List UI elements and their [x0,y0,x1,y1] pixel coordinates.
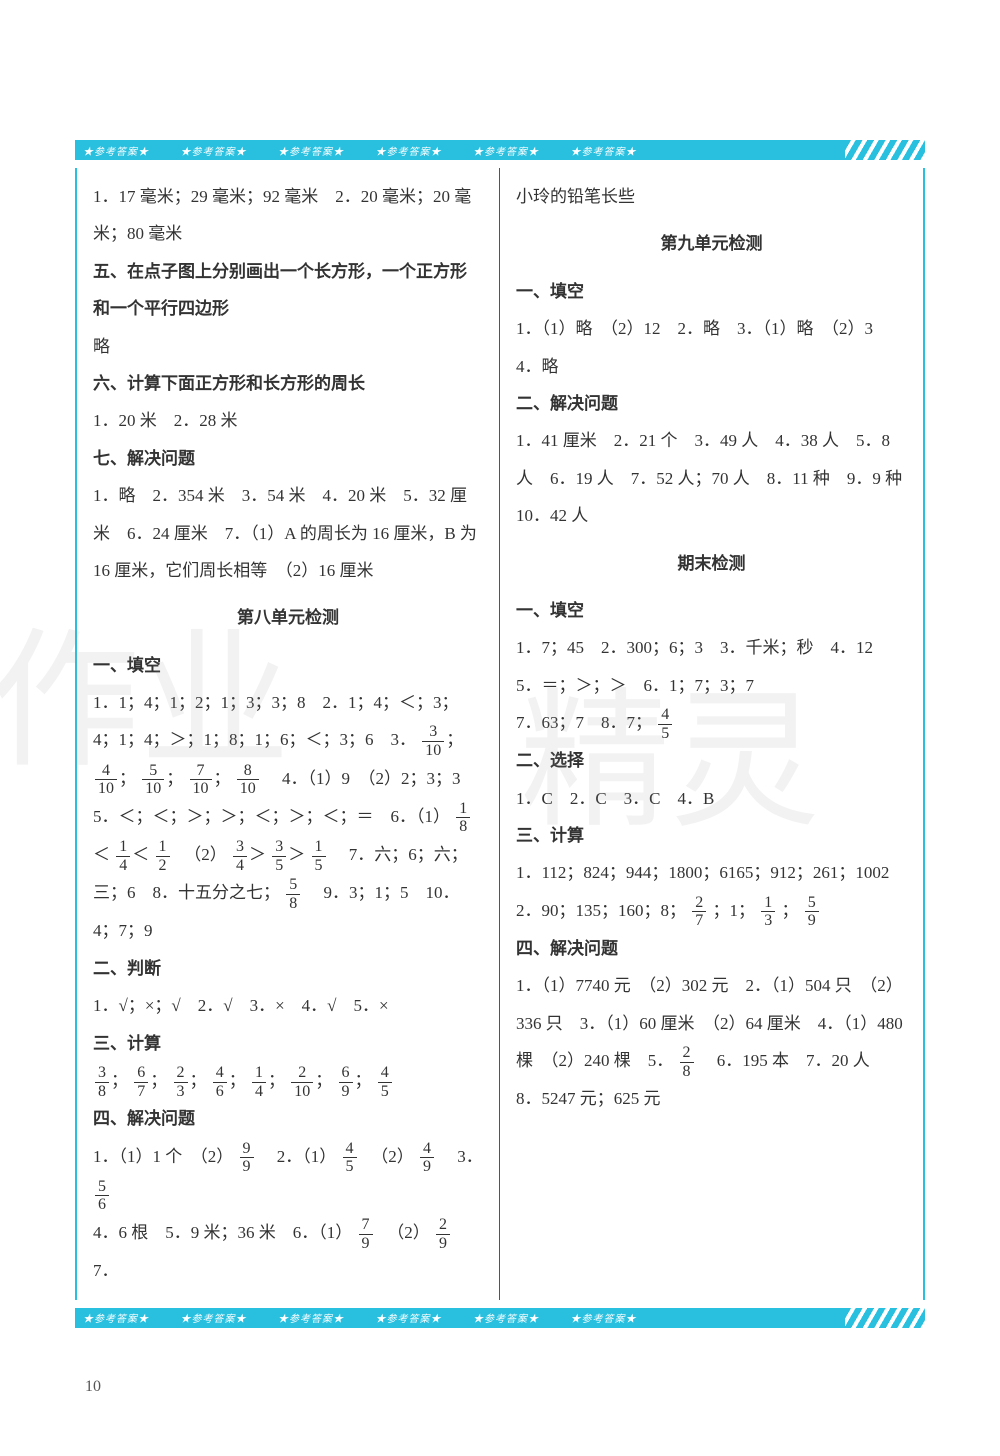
banner-labels: ★参考答案★ ★参考答案★ ★参考答案★ ★参考答案★ ★参考答案★ ★参考答案… [75,1310,637,1325]
fraction: 12 [156,838,170,874]
text-block: 1．7；45 2．300；6；3 3．千米；秒 4．12 5．＝；＞；＞ 6．1… [516,629,907,704]
fraction: 49 [420,1140,434,1176]
fraction: 45 [343,1140,357,1176]
section-heading: 一、填空 [516,273,907,310]
fraction: 58 [286,876,300,912]
section-heading: 七、解决问题 [93,440,483,477]
text-block: 1．（1）7740 元 （2）302 元 2．（1）504 只 （2）336 只… [516,967,907,1117]
fraction: 59 [805,894,819,930]
section-heading: 四、解决问题 [93,1100,483,1137]
bottom-banner: ★参考答案★ ★参考答案★ ★参考答案★ ★参考答案★ ★参考答案★ ★参考答案… [75,1308,925,1328]
unit-title: 期末检测 [516,545,907,582]
text-block: 7．63；7 8．7； 45 [516,704,907,742]
fraction: 510 [142,762,164,798]
text-block: 1．（1）1 个 （2） 99 2．（1） 45 （2） 49 3． 56 [93,1138,483,1214]
section-heading: 一、填空 [93,647,483,684]
fraction: 13 [761,894,775,930]
banner-labels: ★参考答案★ ★参考答案★ ★参考答案★ ★参考答案★ ★参考答案★ ★参考答案… [75,143,637,158]
section-heading: 三、计算 [93,1025,483,1062]
fraction: 310 [422,723,444,759]
fraction: 79 [359,1216,373,1252]
fraction: 210 [291,1064,313,1100]
fraction: 56 [95,1178,109,1214]
fraction: 710 [190,762,212,798]
fraction: 27 [692,894,706,930]
section-heading: 二、选择 [516,742,907,779]
fraction: 34 [233,838,247,874]
fraction: 28 [680,1044,694,1080]
section-heading: 四、解决问题 [516,930,907,967]
unit-title: 第八单元检测 [93,599,483,636]
fraction: 46 [213,1064,227,1100]
fraction: 18 [456,800,470,836]
text-block: 略 [93,328,483,365]
text-block: 38； 67； 23； 46； 14； 210； 69； 45 [93,1062,483,1100]
banner-stripes-icon [845,140,925,160]
fraction: 410 [95,762,117,798]
fraction: 69 [339,1064,353,1100]
fraction: 810 [237,762,259,798]
text-block: 1．20 米 2．28 米 [93,402,483,439]
text-block: 1．（1）略 （2）12 2．略 3．（1）略 （2）3 4．略 [516,310,907,385]
fraction: 29 [436,1216,450,1252]
text-block: 1．略 2．354 米 3．54 米 4．20 米 5．32 厘米 6．24 厘… [93,477,483,589]
section-heading: 五、在点子图上分别画出一个长方形，一个正方形和一个平行四边形 [93,253,483,328]
text-block: 1．√；×；√ 2．√ 3．× 4．√ 5．× [93,987,483,1024]
fraction: 38 [95,1064,109,1100]
fraction: 14 [116,838,130,874]
banner-stripes-icon [845,1308,925,1328]
section-heading: 六、计算下面正方形和长方形的周长 [93,365,483,402]
fraction: 45 [378,1064,392,1100]
text-block: 1．17 毫米；29 毫米；92 毫米 2．20 毫米；20 毫米；80 毫米 [93,178,483,253]
section-heading: 二、判断 [93,950,483,987]
fraction: 23 [174,1064,188,1100]
fraction: 45 [658,706,672,742]
fraction: 14 [252,1064,266,1100]
text-block: 1．41 厘米 2．21 个 3．49 人 4．38 人 5．8 人 6．19 … [516,422,907,534]
text-block: 1．112；824；944；1800；6165；912；261；1002 2．9… [516,854,907,930]
content-area: 1．17 毫米；29 毫米；92 毫米 2．20 毫米；20 毫米；80 毫米 … [75,168,925,1300]
right-column: 小玲的铅笔长些 第九单元检测 一、填空 1．（1）略 （2）12 2．略 3．（… [500,168,923,1300]
section-heading: 一、填空 [516,592,907,629]
text-block: 小玲的铅笔长些 [516,178,907,215]
fraction: 99 [240,1140,254,1176]
text-block: 1．C 2．C 3．C 4．B [516,780,907,817]
text-block: 1．1；4；1；2；1；3；3；8 2．1；4；＜；3；4；1；4；＞；1；8；… [93,684,483,950]
section-heading: 三、计算 [516,817,907,854]
text-block: 4．6 根 5．9 米；36 米 6．（1） 79 （2） 29 7． [93,1214,483,1290]
fraction: 35 [272,838,286,874]
fraction: 15 [312,838,326,874]
unit-title: 第九单元检测 [516,225,907,262]
top-banner: ★参考答案★ ★参考答案★ ★参考答案★ ★参考答案★ ★参考答案★ ★参考答案… [75,140,925,160]
document-page: ★参考答案★ ★参考答案★ ★参考答案★ ★参考答案★ ★参考答案★ ★参考答案… [0,0,1000,1456]
page-number: 10 [85,1378,925,1396]
section-heading: 二、解决问题 [516,385,907,422]
left-column: 1．17 毫米；29 毫米；92 毫米 2．20 毫米；20 毫米；80 毫米 … [77,168,500,1300]
fraction: 67 [134,1064,148,1100]
